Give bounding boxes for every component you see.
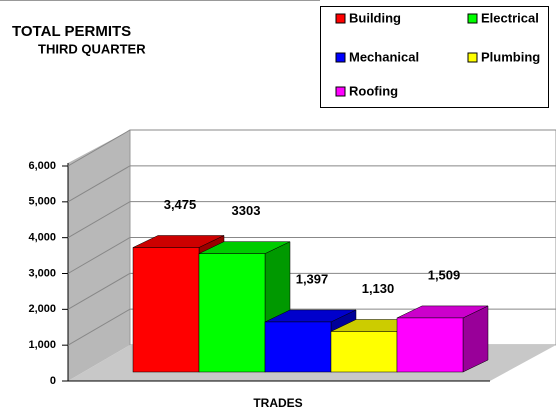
legend-label: Electrical: [481, 10, 539, 25]
legend-label: Plumbing: [481, 49, 540, 64]
legend-swatch: [335, 13, 346, 24]
y-tick-label: 6,000: [28, 160, 56, 172]
grid-line: [67, 272, 556, 310]
legend-swatch: [467, 52, 478, 63]
chart-title: TOTAL PERMITS: [12, 23, 131, 40]
y-tick-label: 2,000: [28, 303, 56, 315]
grid-line: [67, 165, 556, 203]
bar: [132, 247, 200, 373]
y-tick-label: 3,000: [28, 267, 56, 279]
legend-box: [320, 6, 549, 108]
bar: [396, 317, 464, 373]
value-label: 3303: [232, 203, 261, 218]
legend-swatch: [335, 86, 346, 97]
grid-line: [67, 308, 556, 346]
value-label: 1,397: [296, 271, 329, 286]
value-label: 3,475: [164, 197, 197, 212]
grid-line: [67, 237, 556, 274]
grid-line: [67, 129, 556, 167]
y-tick-label: 0: [50, 375, 56, 387]
value-label: 1,130: [362, 281, 395, 296]
y-tick-label: 5,000: [28, 196, 56, 208]
bar: [198, 253, 266, 373]
legend-label: Roofing: [349, 83, 398, 98]
bar: [264, 321, 332, 373]
bar: [330, 331, 398, 373]
y-tick-label: 1,000: [28, 339, 56, 351]
y-tick-label: 4,000: [28, 232, 56, 244]
legend-label: Building: [349, 10, 401, 25]
grid-line: [67, 201, 556, 239]
legend-swatch: [335, 52, 346, 63]
value-label: 1,509: [428, 267, 461, 282]
chart-subtitle: THIRD QUARTER: [38, 41, 146, 56]
x-axis-label: TRADES: [253, 396, 302, 410]
legend-swatch: [467, 13, 478, 24]
legend-label: Mechanical: [349, 49, 419, 64]
